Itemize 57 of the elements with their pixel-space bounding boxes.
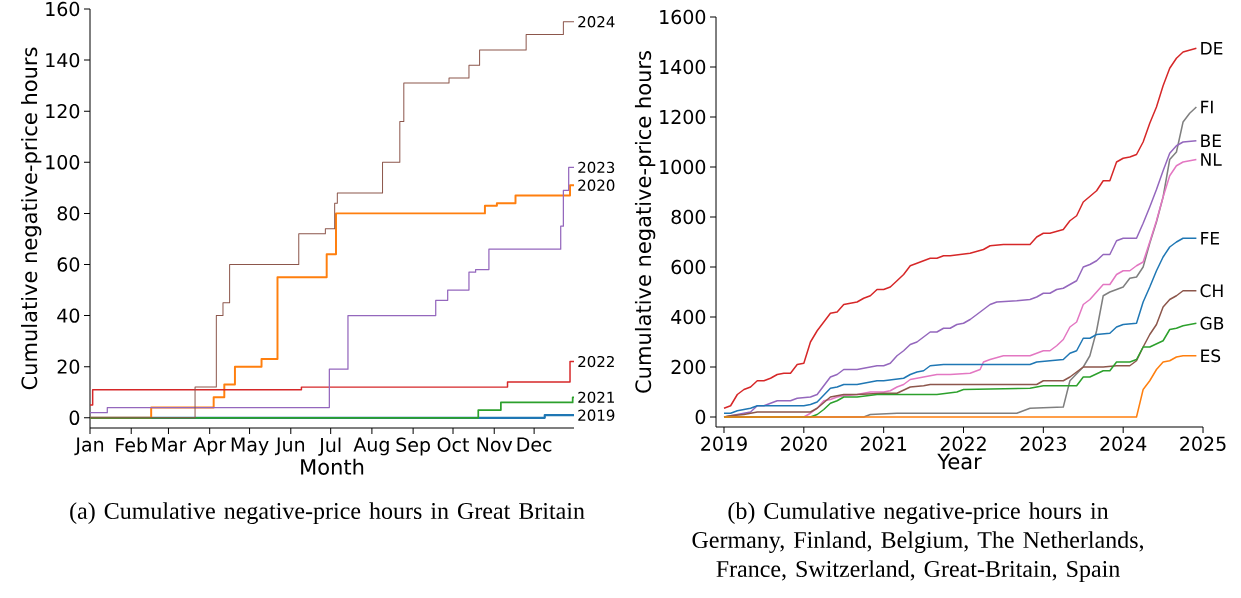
x-tick-label: Nov (477, 437, 513, 452)
x-tick-label: Mar (152, 437, 187, 452)
x-tick-label: 2019 (701, 436, 747, 451)
series-label: FI (1201, 100, 1213, 114)
x-tick-label: Jan (74, 437, 104, 456)
x-axis-title: Year (937, 453, 982, 470)
y-tick-label: 0 (695, 409, 706, 425)
y-tick-label: 200 (671, 359, 706, 375)
x-tick-label: Feb (116, 437, 147, 453)
x-tick-label: 2025 (1180, 436, 1226, 451)
y-tick-label: 400 (671, 309, 706, 325)
x-axis-title: Month (301, 458, 364, 475)
series-label: NL (1201, 153, 1222, 166)
y-tick-label: 1600 (660, 9, 706, 25)
series-label: BE (1201, 134, 1221, 147)
x-tick-label: 2021 (860, 436, 907, 451)
series-label: ES (1201, 349, 1221, 363)
y-tick-label: 1000 (660, 159, 706, 175)
series-label: FE (1201, 232, 1220, 245)
x-tick-label: Aug (353, 437, 389, 456)
x-tick-label: Apr (193, 437, 227, 456)
y-axis-title: Cumulative negative-price hours (634, 51, 656, 393)
x-tick-label: 2024 (1100, 436, 1147, 451)
y-tick-label: 120 (46, 104, 80, 119)
series-label: GB (1200, 316, 1224, 330)
y-axis-title: Cumulative negative-price hours (21, 47, 42, 390)
series-label: CH (1200, 284, 1223, 298)
y-tick-label: 100 (46, 155, 80, 170)
y-tick-label: 600 (671, 259, 706, 275)
series-label: 2024 (578, 16, 615, 28)
series-label: 2019 (578, 409, 615, 421)
x-tick-label: Oct (437, 437, 469, 452)
series-label: 2021 (578, 391, 614, 404)
y-tick-label: 20 (57, 359, 80, 374)
x-tick-label: 2023 (1020, 436, 1066, 451)
y-tick-label: 140 (46, 52, 80, 68)
x-tick-label: 2022 (940, 436, 986, 451)
x-tick-label: Jul (318, 437, 341, 456)
y-tick-label: 1200 (660, 109, 706, 125)
text: (b) Cumulative negative-price hours in Germany, Finland, Belgium, The Netherlands, France, Switzerland, Great-Britain, Spain (692, 502, 1144, 582)
x-tick-label: Dec (517, 437, 552, 452)
series-label: 2023 (578, 161, 615, 174)
x-tick-label: Sep (396, 437, 430, 456)
y-tick-label: 80 (57, 206, 80, 221)
x-tick-label: 2020 (781, 436, 827, 451)
series-label: 2020 (578, 179, 615, 191)
x-tick-label: May (231, 437, 269, 456)
series-label: 2022 (578, 355, 614, 368)
y-tick-label: 800 (671, 209, 706, 225)
y-tick-label: 60 (57, 257, 80, 272)
y-tick-label: 1400 (660, 59, 706, 75)
y-tick-label: 40 (57, 308, 80, 323)
text: (a) Cumulative negative-price hours in Great Britain (70, 502, 585, 525)
x-tick-label: Jun (274, 437, 305, 456)
y-tick-label: 160 (46, 1, 80, 17)
series-label: DE (1201, 42, 1223, 55)
y-tick-label: 0 (69, 410, 80, 425)
